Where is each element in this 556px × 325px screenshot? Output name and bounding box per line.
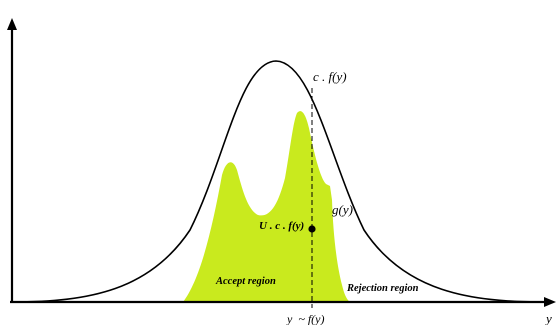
uniform-point-dot [308, 225, 316, 233]
x-axis-arrowhead [544, 297, 556, 307]
uniform-point-label: U . c . f(y) [259, 220, 304, 232]
target-density-label: g(y) [332, 202, 353, 217]
rejection-region-label: Rejection region [346, 283, 419, 294]
x-axis-label: y [544, 311, 552, 325]
envelope-curve [11, 60, 546, 303]
accept-region-label: Accept region [215, 276, 276, 287]
accept-region-area [183, 111, 350, 302]
sample-label: y ~ f(y) [286, 312, 324, 325]
y-axis-arrowhead [7, 18, 17, 30]
envelope-label: c . f(y) [313, 69, 347, 84]
